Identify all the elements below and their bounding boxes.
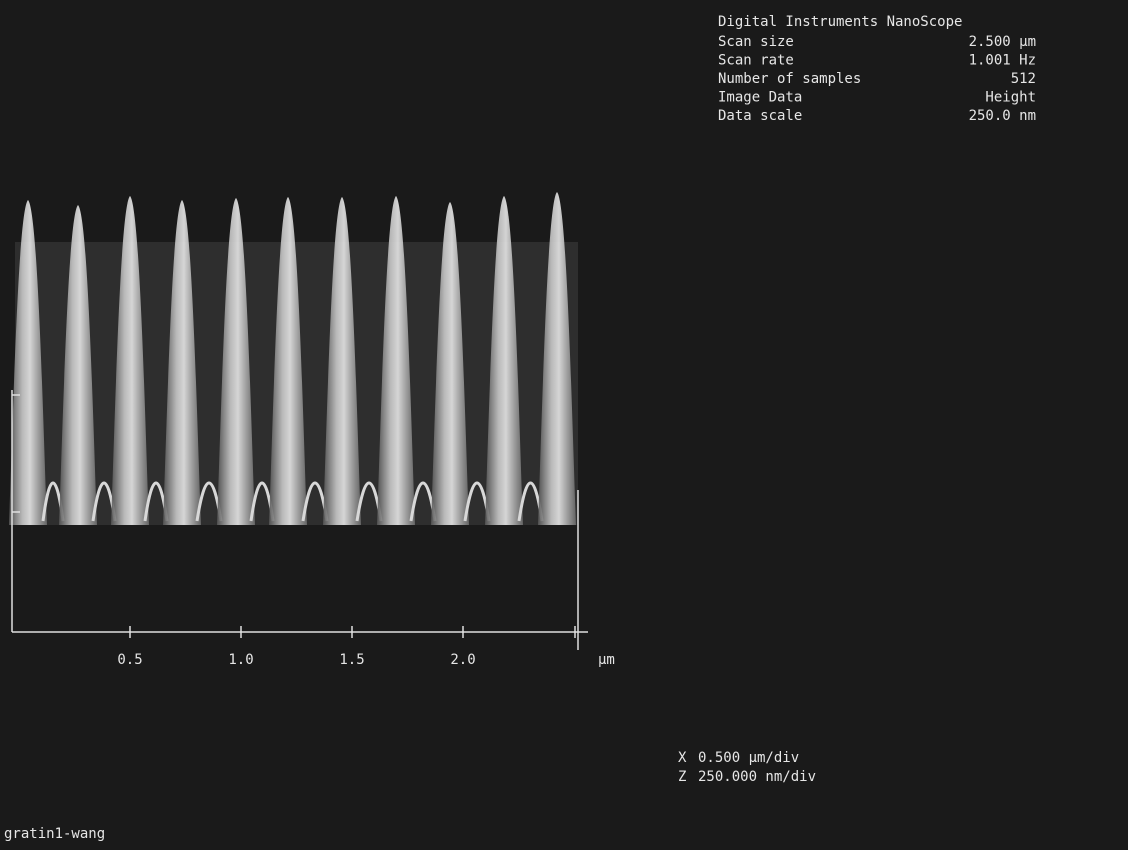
param-value: 2.500 µm	[969, 34, 1036, 50]
param-label: Scan size	[718, 34, 794, 50]
file-name: gratin1-wang	[4, 826, 105, 842]
scale-axis: X	[678, 750, 687, 766]
param-value: 1.001 Hz	[969, 53, 1036, 69]
afm-screen: 0.5 1.0 1.5 2.0 µm Digital Instruments Nano…	[0, 0, 1128, 850]
param-value: Height	[985, 90, 1036, 106]
x-tick-label: 1.5	[339, 652, 364, 668]
header-title: Digital Instruments NanoScope	[718, 14, 962, 30]
x-tick-label: 2.0	[450, 652, 475, 668]
x-axis-unit: µm	[598, 652, 615, 668]
param-value: 250.0 nm	[969, 108, 1036, 124]
param-value: 512	[1011, 71, 1036, 87]
param-label: Number of samples	[718, 71, 861, 87]
scale-axis: Z	[678, 769, 686, 785]
scale-value: 0.500 µm/div	[698, 750, 799, 766]
x-tick-label: 1.0	[228, 652, 253, 668]
page: 0.5 1.0 1.5 2.0 µm Digital Instruments Nano…	[0, 0, 1128, 850]
x-tick-label: 0.5	[117, 652, 142, 668]
scale-value: 250.000 nm/div	[698, 769, 816, 785]
param-label: Scan rate	[718, 53, 794, 69]
param-label: Data scale	[718, 108, 802, 124]
param-label: Image Data	[718, 90, 802, 106]
